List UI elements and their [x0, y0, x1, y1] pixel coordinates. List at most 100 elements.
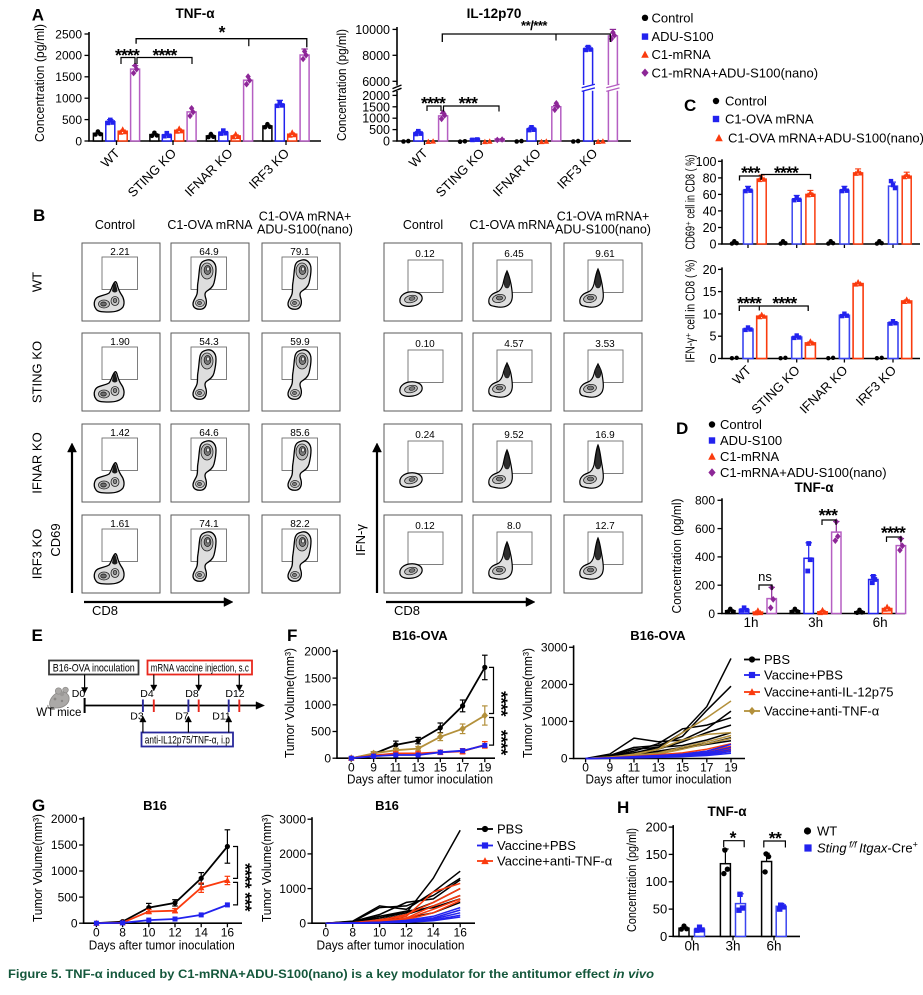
svg-text:A: A	[32, 6, 44, 25]
svg-text:54.3: 54.3	[199, 337, 219, 348]
svg-text:0.24: 0.24	[415, 430, 435, 441]
svg-text:0: 0	[299, 916, 306, 930]
svg-text:3h: 3h	[725, 939, 740, 954]
svg-text:0: 0	[93, 926, 100, 940]
svg-text:Vaccine+anti-TNF-α: Vaccine+anti-TNF-α	[764, 704, 880, 719]
svg-text:****: ****	[492, 730, 512, 756]
svg-text:2000: 2000	[541, 678, 568, 692]
svg-text:64.6: 64.6	[199, 428, 219, 439]
svg-text:14: 14	[427, 926, 441, 940]
svg-text:B16: B16	[143, 798, 167, 813]
svg-text:20: 20	[703, 263, 717, 277]
svg-text:**/***: **/***	[521, 18, 548, 33]
svg-text:6000: 6000	[362, 75, 390, 89]
svg-text:D7: D7	[175, 711, 189, 723]
svg-text:Control: Control	[403, 218, 443, 232]
svg-text:CD69⁺ cell in CD8 ( %): CD69⁺ cell in CD8 ( %)	[684, 155, 698, 250]
svg-text:0: 0	[383, 135, 390, 149]
svg-text:85.6: 85.6	[290, 428, 310, 439]
svg-text:0: 0	[71, 916, 78, 930]
svg-text:1.61: 1.61	[110, 519, 130, 530]
svg-text:TNF-α: TNF-α	[707, 804, 747, 819]
svg-text:Vaccine+PBS: Vaccine+PBS	[764, 668, 843, 683]
svg-text:ns: ns	[758, 569, 772, 584]
svg-text:500: 500	[62, 113, 82, 127]
svg-text:C1-mRNA+ADU-S100(nano): C1-mRNA+ADU-S100(nano)	[652, 65, 819, 80]
svg-text:16: 16	[221, 926, 235, 940]
svg-text:C1-mRNA+ADU-S100(nano): C1-mRNA+ADU-S100(nano)	[720, 465, 887, 480]
svg-text:150: 150	[645, 847, 667, 862]
svg-text:2000: 2000	[51, 812, 78, 826]
svg-text:C1-OVA mRNA: C1-OVA mRNA	[469, 218, 555, 232]
svg-text:mRNA vaccine injection, s.c: mRNA vaccine injection, s.c	[151, 662, 249, 674]
svg-text:****: ****	[115, 45, 140, 65]
svg-text:Days after tumor inoculation: Days after tumor inoculation	[347, 772, 493, 787]
svg-text:Control: Control	[652, 10, 694, 25]
svg-text:C1-OVA mRNA+: C1-OVA mRNA+	[557, 210, 650, 224]
svg-text:3000: 3000	[541, 641, 568, 655]
svg-text:1000: 1000	[55, 92, 82, 106]
svg-text:0: 0	[324, 751, 331, 765]
svg-text:CD8: CD8	[92, 603, 118, 618]
svg-text:****: ****	[236, 863, 256, 889]
svg-text:0: 0	[322, 926, 329, 940]
svg-text:0.12: 0.12	[415, 521, 435, 532]
svg-text:11: 11	[628, 761, 641, 775]
svg-text:400: 400	[695, 550, 715, 564]
svg-text:***: ***	[236, 892, 256, 911]
svg-text:F: F	[287, 626, 297, 645]
svg-text:1.90: 1.90	[110, 337, 130, 348]
svg-text:12.7: 12.7	[595, 521, 615, 532]
svg-text:4.57: 4.57	[504, 339, 524, 350]
svg-text:D4: D4	[140, 688, 154, 700]
svg-text:Tumor Volume(mm³): Tumor Volume(mm³)	[521, 648, 535, 758]
svg-text:0.10: 0.10	[415, 339, 435, 350]
svg-text:C1-OVA mRNA: C1-OVA mRNA	[167, 218, 253, 232]
svg-text:8.0: 8.0	[507, 521, 521, 532]
svg-text:Concentration (pg/ml): Concentration (pg/ml)	[669, 499, 684, 614]
svg-text:19: 19	[724, 761, 738, 775]
svg-text:16: 16	[454, 926, 468, 940]
svg-text:1000: 1000	[279, 882, 306, 896]
svg-text:ADU-S100: ADU-S100	[652, 29, 714, 44]
svg-text:Control: Control	[725, 94, 767, 109]
svg-text:17: 17	[700, 761, 714, 775]
svg-text:82.2: 82.2	[290, 519, 310, 530]
svg-text:Tumor Volume(mm³): Tumor Volume(mm³)	[283, 648, 297, 758]
svg-text:****: ****	[772, 293, 797, 313]
svg-text:6.45: 6.45	[504, 249, 524, 260]
svg-text:800: 800	[695, 494, 715, 508]
svg-text:80: 80	[703, 171, 717, 185]
svg-text:1500: 1500	[55, 70, 82, 84]
svg-text:10: 10	[373, 926, 387, 940]
svg-text:64.9: 64.9	[199, 247, 219, 258]
svg-text:G: G	[32, 796, 45, 815]
svg-text:anti-IL12p75/TNF-α, i.p: anti-IL12p75/TNF-α, i.p	[145, 734, 230, 746]
svg-text:B16-OVA: B16-OVA	[392, 628, 448, 643]
svg-text:D11: D11	[212, 711, 231, 723]
svg-text:10: 10	[142, 926, 156, 940]
svg-text:0: 0	[561, 752, 568, 766]
svg-text:B: B	[33, 206, 45, 225]
svg-text:3h: 3h	[808, 615, 823, 630]
svg-text:Tumor Volume(mm³): Tumor Volume(mm³)	[31, 814, 45, 922]
svg-text:500: 500	[311, 725, 331, 739]
svg-text:TNF-α: TNF-α	[175, 6, 215, 21]
svg-text:CD69: CD69	[48, 523, 63, 556]
svg-text:Vaccine+anti-IL-12p75: Vaccine+anti-IL-12p75	[764, 685, 894, 700]
svg-text:***: ***	[741, 163, 760, 183]
svg-text:B16: B16	[375, 798, 399, 813]
svg-text:1000: 1000	[362, 112, 390, 126]
svg-text:40: 40	[703, 204, 717, 218]
svg-text:1500: 1500	[51, 838, 78, 852]
svg-text:0h: 0h	[684, 939, 699, 954]
svg-text:****: ****	[774, 163, 799, 183]
svg-text:C1-mRNA: C1-mRNA	[652, 47, 712, 62]
svg-text:PBS: PBS	[764, 652, 790, 667]
svg-text:12: 12	[168, 926, 182, 940]
svg-text:*: *	[730, 828, 737, 848]
svg-text:2000: 2000	[279, 847, 306, 861]
svg-text:1500: 1500	[304, 671, 331, 685]
svg-text:19: 19	[478, 761, 492, 775]
svg-text:200: 200	[695, 579, 715, 593]
